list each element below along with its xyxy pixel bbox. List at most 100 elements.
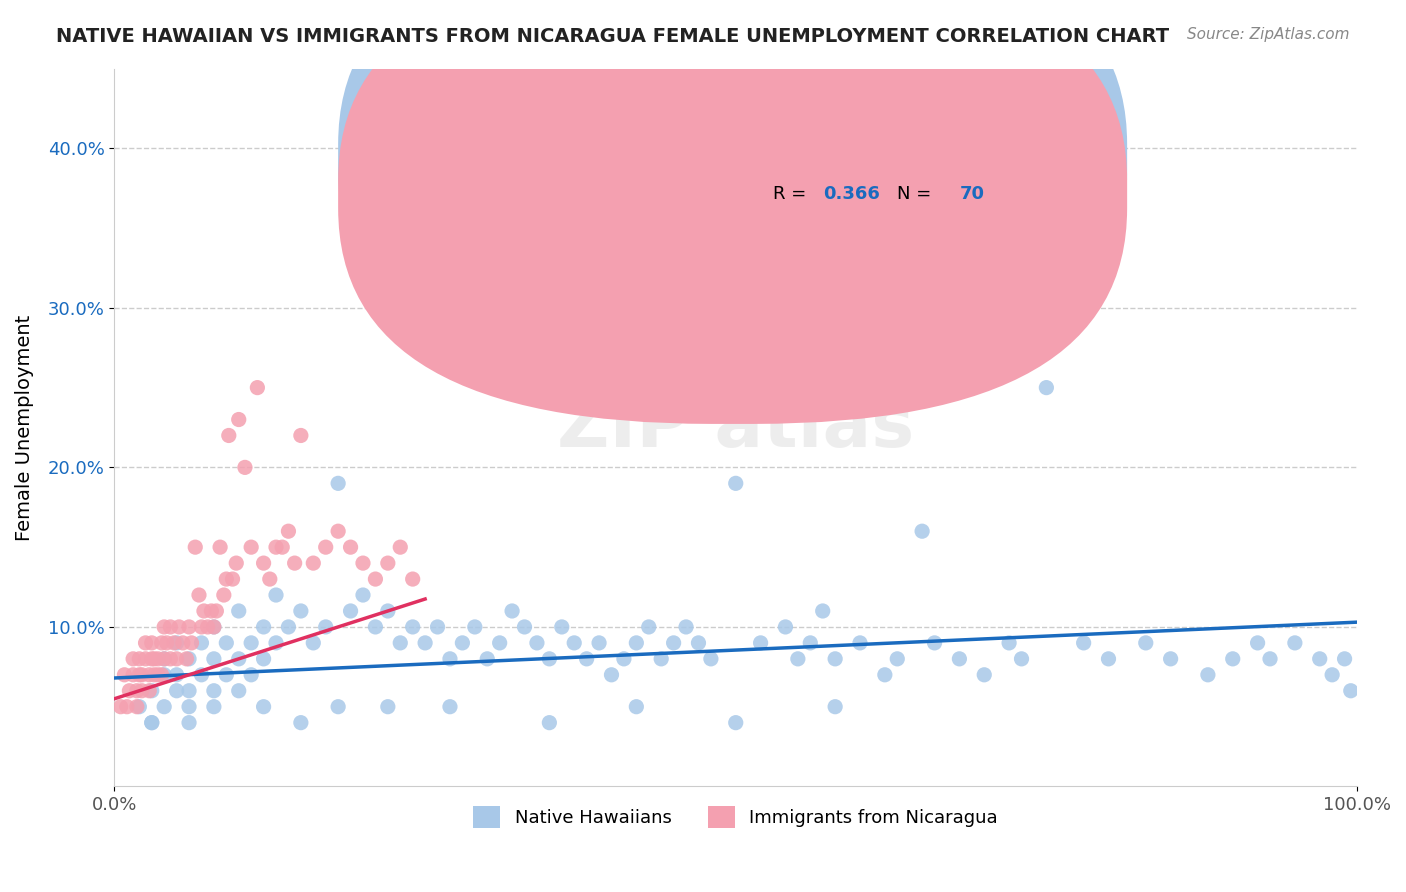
Native Hawaiians (786, 652, 808, 666)
Text: N =: N = (897, 186, 938, 203)
Text: N =: N = (897, 149, 938, 168)
Text: 0.366: 0.366 (823, 186, 880, 203)
Native Hawaiians (290, 715, 312, 730)
Native Hawaiians (326, 699, 349, 714)
Immigrants from Nicaragua (177, 620, 200, 634)
Native Hawaiians (675, 620, 697, 634)
Native Hawaiians (141, 715, 163, 730)
Native Hawaiians (1097, 652, 1119, 666)
Native Hawaiians (128, 699, 150, 714)
Immigrants from Nicaragua (159, 620, 181, 634)
Immigrants from Nicaragua (128, 667, 150, 681)
Immigrants from Nicaragua (141, 652, 163, 666)
Native Hawaiians (439, 699, 461, 714)
Native Hawaiians (389, 636, 412, 650)
Text: 106: 106 (959, 149, 997, 168)
Native Hawaiians (277, 620, 299, 634)
Native Hawaiians (166, 667, 188, 681)
Native Hawaiians (513, 620, 536, 634)
Native Hawaiians (190, 636, 212, 650)
Immigrants from Nicaragua (252, 556, 274, 570)
Text: 70: 70 (959, 186, 984, 203)
Native Hawaiians (650, 652, 672, 666)
Native Hawaiians (700, 652, 723, 666)
Native Hawaiians (166, 683, 188, 698)
Immigrants from Nicaragua (131, 683, 153, 698)
Immigrants from Nicaragua (159, 652, 181, 666)
Immigrants from Nicaragua (352, 556, 374, 570)
Native Hawaiians (252, 620, 274, 634)
Immigrants from Nicaragua (146, 667, 169, 681)
Native Hawaiians (141, 715, 163, 730)
Immigrants from Nicaragua (156, 636, 179, 650)
Native Hawaiians (215, 667, 238, 681)
Immigrants from Nicaragua (197, 620, 219, 634)
Immigrants from Nicaragua (163, 636, 186, 650)
Native Hawaiians (1246, 636, 1268, 650)
Native Hawaiians (849, 636, 872, 650)
Native Hawaiians (626, 699, 648, 714)
Immigrants from Nicaragua (135, 636, 157, 650)
Legend: Native Hawaiians, Immigrants from Nicaragua: Native Hawaiians, Immigrants from Nicara… (467, 798, 1005, 835)
Immigrants from Nicaragua (188, 588, 211, 602)
Native Hawaiians (501, 604, 523, 618)
Native Hawaiians (377, 699, 399, 714)
Y-axis label: Female Unemployment: Female Unemployment (15, 314, 34, 541)
Immigrants from Nicaragua (176, 652, 198, 666)
Immigrants from Nicaragua (302, 556, 325, 570)
Text: R =: R = (773, 149, 813, 168)
Native Hawaiians (402, 620, 425, 634)
Native Hawaiians (190, 667, 212, 681)
Immigrants from Nicaragua (180, 636, 202, 650)
Native Hawaiians (240, 667, 263, 681)
Immigrants from Nicaragua (122, 652, 145, 666)
Native Hawaiians (873, 667, 896, 681)
Native Hawaiians (252, 699, 274, 714)
Native Hawaiians (1222, 652, 1244, 666)
Immigrants from Nicaragua (202, 620, 225, 634)
Native Hawaiians (426, 620, 449, 634)
Native Hawaiians (315, 620, 337, 634)
Immigrants from Nicaragua (339, 540, 361, 554)
Immigrants from Nicaragua (259, 572, 281, 586)
Native Hawaiians (153, 667, 176, 681)
Native Hawaiians (228, 652, 250, 666)
Immigrants from Nicaragua (218, 428, 240, 442)
Native Hawaiians (886, 652, 908, 666)
Immigrants from Nicaragua (135, 652, 157, 666)
Native Hawaiians (1309, 652, 1331, 666)
Native Hawaiians (1284, 636, 1306, 650)
Native Hawaiians (215, 636, 238, 650)
Native Hawaiians (240, 636, 263, 650)
Immigrants from Nicaragua (215, 572, 238, 586)
Immigrants from Nicaragua (402, 572, 425, 586)
Immigrants from Nicaragua (138, 667, 160, 681)
Native Hawaiians (1160, 652, 1182, 666)
Native Hawaiians (1320, 667, 1343, 681)
Immigrants from Nicaragua (153, 652, 176, 666)
Immigrants from Nicaragua (290, 428, 312, 442)
Immigrants from Nicaragua (264, 540, 287, 554)
Native Hawaiians (1035, 381, 1057, 395)
Immigrants from Nicaragua (205, 604, 228, 618)
Native Hawaiians (600, 667, 623, 681)
Native Hawaiians (264, 588, 287, 602)
Native Hawaiians (588, 636, 610, 650)
Native Hawaiians (637, 620, 659, 634)
Immigrants from Nicaragua (125, 699, 148, 714)
Native Hawaiians (724, 476, 747, 491)
Native Hawaiians (477, 652, 499, 666)
Native Hawaiians (924, 636, 946, 650)
Immigrants from Nicaragua (284, 556, 307, 570)
Text: 0.145: 0.145 (823, 149, 880, 168)
Immigrants from Nicaragua (125, 683, 148, 698)
Immigrants from Nicaragua (389, 540, 412, 554)
Immigrants from Nicaragua (233, 460, 256, 475)
Native Hawaiians (228, 683, 250, 698)
Native Hawaiians (562, 636, 585, 650)
Immigrants from Nicaragua (277, 524, 299, 539)
Immigrants from Nicaragua (150, 667, 173, 681)
Native Hawaiians (364, 620, 387, 634)
Immigrants from Nicaragua (190, 620, 212, 634)
Immigrants from Nicaragua (326, 524, 349, 539)
